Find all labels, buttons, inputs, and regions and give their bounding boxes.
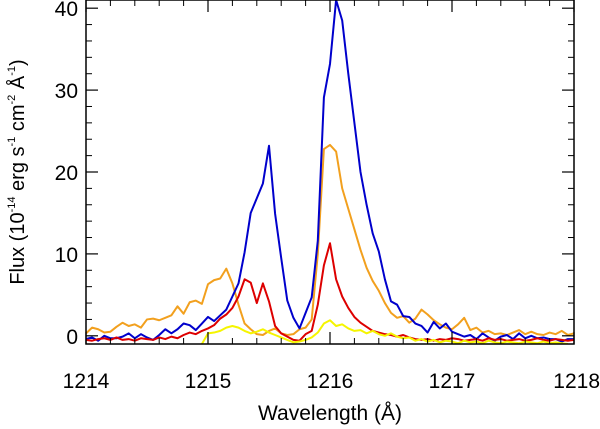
y-tick-label: 0	[66, 326, 78, 349]
series-line-orange	[86, 143, 574, 336]
series-line-yellow	[201, 319, 569, 344]
y-axis-title-prefix: Flux (10	[7, 212, 29, 284]
y-axis-title-mid3: Å	[6, 75, 29, 95]
x-axis-title: Wavelength (Å)	[258, 402, 402, 425]
y-tick-label: 10	[55, 244, 78, 267]
x-tick-label: 1216	[307, 370, 354, 393]
x-tick-label: 1214	[63, 370, 110, 393]
y-tick-label: 30	[55, 80, 78, 103]
y-axis-title-exp3: -2	[6, 95, 18, 105]
x-tick-label: 1218	[553, 370, 600, 393]
x-tick-label: 1217	[429, 370, 476, 393]
y-axis-title-exp2: -1	[6, 137, 18, 147]
y-axis-title-exp4: -1	[6, 66, 18, 76]
series-layer	[86, 0, 574, 344]
tick-layer: 1214 1215 1216 1217 1218 0 10 20 30 40	[55, 0, 600, 393]
y-axis-title-mid1: erg s	[7, 146, 29, 196]
series-line-blue	[86, 0, 574, 343]
y-axis-title-mid2: cm	[7, 104, 29, 136]
y-axis-title-suffix: )	[7, 59, 29, 66]
x-tick-label: 1215	[185, 370, 232, 393]
series-line-red	[86, 242, 574, 342]
plot-frame	[85, 0, 575, 345]
y-axis-title-exp1: -14	[6, 197, 18, 213]
y-tick-label: 40	[55, 0, 78, 21]
y-tick-label: 20	[55, 162, 78, 185]
y-axis-title: Flux (10-14 erg s-1 cm-2 Å-1)	[6, 59, 29, 284]
